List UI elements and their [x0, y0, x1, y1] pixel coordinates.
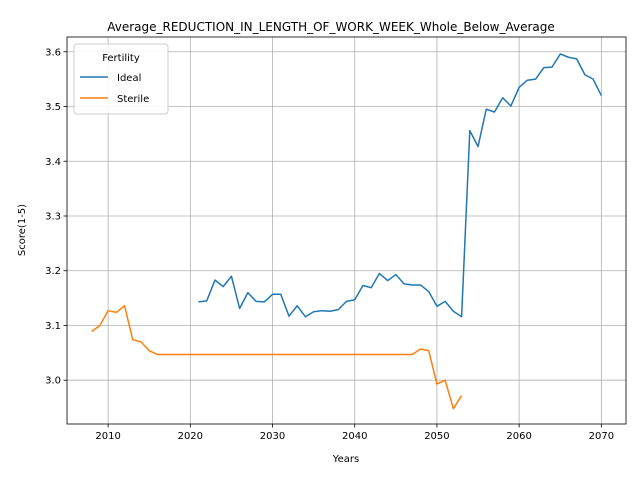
x-tick-label: 2040	[342, 431, 367, 442]
y-tick-label: 3.1	[45, 321, 61, 332]
grid	[67, 37, 626, 424]
legend-box	[73, 43, 169, 115]
y-tick-label: 3.3	[45, 211, 61, 222]
y-axis-label: Score(1-5)	[17, 204, 28, 256]
x-tick-label: 2010	[95, 431, 120, 442]
y-tick-label: 3.6	[45, 47, 61, 58]
legend-label-ideal: Ideal	[117, 73, 141, 84]
x-tick-label: 2030	[260, 431, 285, 442]
y-tick-label: 3.2	[45, 266, 61, 277]
y-tick-label: 3.4	[45, 157, 61, 168]
y-tick-label: 3.0	[45, 376, 61, 387]
x-tick-label: 2020	[178, 431, 203, 442]
x-tick-label: 2060	[506, 431, 531, 442]
legend-title: Fertility	[102, 53, 140, 64]
ticks: 2010 2020 2030 2040 2050 2060 2070 3.0 3.1 3.2 3.3…	[45, 47, 614, 442]
legend-label-sterile: Sterile	[117, 94, 149, 105]
series-line-ideal	[198, 53, 603, 318]
plot-frame	[66, 36, 627, 425]
chart-title: Average_REDUCTION_IN_LENGTH_OF_WORK_WEEK…	[107, 20, 555, 34]
series-layer	[91, 53, 603, 410]
x-axis-label: Years	[332, 454, 359, 465]
x-tick-label: 2050	[424, 431, 449, 442]
legend: Fertility Ideal Sterile	[73, 43, 169, 115]
y-tick-label: 3.5	[45, 102, 61, 113]
x-tick-label: 2070	[589, 431, 614, 442]
series-line-sterile	[91, 305, 463, 410]
